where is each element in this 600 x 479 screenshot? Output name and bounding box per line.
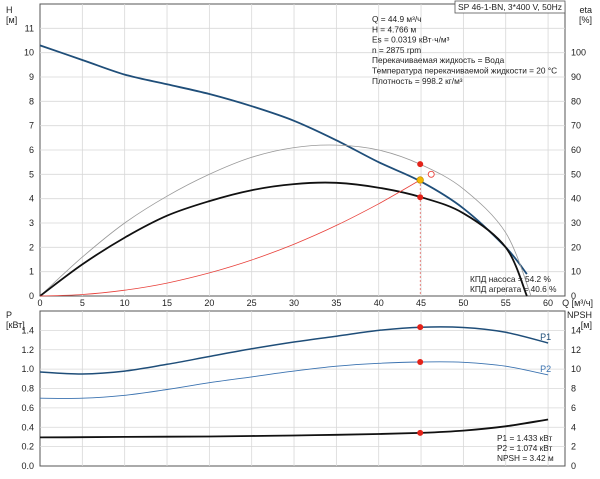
h-axis-label: H (6, 5, 13, 15)
info-line: n = 2875 rpm (372, 45, 421, 55)
y-left-tick-label: 10 (24, 48, 34, 58)
series-line-system-curve (39, 179, 421, 297)
y-right-tick-label: 80 (571, 96, 581, 106)
operating-point-marker (417, 161, 424, 168)
series-name-label: P2 (540, 364, 551, 374)
p-tick-label: 0.8 (21, 384, 34, 394)
y-right-tick-label: 60 (571, 145, 581, 155)
npsh-tick-label: 14 (571, 325, 581, 335)
npsh-tick-label: 10 (571, 364, 581, 374)
x-tick-label: 5 (80, 298, 85, 308)
bottom-info-line: NPSH = 3.42 м (497, 453, 554, 463)
series-line-head (39, 44, 528, 275)
title-box (454, 0, 566, 14)
y-left-tick-label: 3 (29, 218, 34, 228)
x-tick-label: 35 (331, 298, 341, 308)
npsh-tick-label: 0 (571, 461, 576, 471)
series-line-P1 (39, 326, 549, 375)
series-line-npsh (39, 418, 549, 439)
info-line: H = 4.766 м (372, 24, 417, 34)
npsh-tick-label: 2 (571, 442, 576, 452)
series-line-P2 (39, 361, 549, 399)
p-tick-label: 0.2 (21, 442, 34, 452)
y-right-tick-label: 100 (571, 48, 586, 58)
npsh-axis-label: [м] (581, 320, 592, 330)
npsh-tick-label: 12 (571, 345, 581, 355)
y-right-tick-label: 70 (571, 121, 581, 131)
y-left-tick-label: 5 (29, 169, 34, 179)
y-left-tick-label: 6 (29, 145, 34, 155)
p-tick-label: 0.6 (21, 403, 34, 413)
p-tick-label: 1.2 (21, 345, 34, 355)
y-left-tick-label: 7 (29, 121, 34, 131)
y-right-tick-label: 20 (571, 242, 581, 252)
x-tick-label: 40 (374, 298, 384, 308)
operating-point-marker (417, 429, 424, 436)
y-right-tick-label: 10 (571, 267, 581, 277)
y-right-tick-label: 40 (571, 194, 581, 204)
chart-title: SP 46-1-BN, 3*400 V, 50Hz (458, 2, 562, 12)
h-axis-label: [м] (6, 15, 17, 25)
info-line: Перекачиваемая жидкость = Вода (372, 55, 505, 65)
x-tick-label: 0 (37, 298, 42, 308)
p-tick-label: 1.4 (21, 325, 34, 335)
duty-point-marker (416, 176, 424, 184)
y-left-tick-label: 11 (25, 23, 34, 33)
y-left-tick-label: 0 (29, 291, 34, 301)
x-tick-label: 45 (416, 298, 426, 308)
info-line: Es = 0.0319 кВт·ч/м³ (372, 35, 450, 45)
x-tick-label: 30 (289, 298, 299, 308)
p-axis-label: P (6, 310, 12, 320)
info-line: Плотность = 998.2 кг/м³ (372, 76, 463, 86)
y-right-tick-label: 50 (571, 169, 581, 179)
info-line: Температура перекачиваемой жидкости = 20… (372, 66, 557, 76)
npsh-axis-label: NPSH (567, 310, 592, 320)
x-tick-label: 50 (458, 298, 468, 308)
p-tick-label: 0.4 (21, 422, 34, 432)
bottom-info-line: P1 = 1.433 кВт (497, 433, 553, 443)
efficiency-line: КПД агрегата = 40.6 % (470, 284, 557, 294)
x-tick-label: 25 (247, 298, 257, 308)
efficiency-line: КПД насоса = 54.2 % (470, 274, 551, 284)
y-left-tick-label: 9 (29, 72, 34, 82)
eta-axis-label: [%] (579, 15, 592, 25)
npsh-tick-label: 8 (571, 384, 576, 394)
y-right-tick-label: 90 (571, 72, 581, 82)
bottom-info-line: P2 = 1.074 кВт (497, 443, 553, 453)
p-axis-label: [кВт] (6, 320, 25, 330)
x-tick-label: 55 (501, 298, 511, 308)
operating-point-marker (417, 358, 424, 365)
y-left-tick-label: 2 (29, 242, 34, 252)
y-left-tick-label: 4 (29, 194, 34, 204)
npsh-tick-label: 4 (571, 422, 576, 432)
series-line-unit-efficiency (39, 181, 528, 297)
series-name-label: P1 (540, 332, 551, 342)
p-tick-label: 0.0 (21, 461, 34, 471)
x-tick-label: 15 (162, 298, 172, 308)
x-tick-label: 60 (543, 298, 553, 308)
series-line-pump-efficiency (39, 144, 532, 297)
eta-axis-label: eta (579, 5, 592, 15)
x-tick-label: 10 (120, 298, 130, 308)
y-left-tick-label: 1 (29, 267, 34, 277)
efficiency-ring-marker (427, 170, 435, 178)
x-tick-label: 20 (204, 298, 214, 308)
y-left-tick-label: 8 (29, 96, 34, 106)
info-line: Q = 44.9 м³/ч (372, 14, 421, 24)
npsh-tick-label: 6 (571, 403, 576, 413)
p-tick-label: 1.0 (21, 364, 34, 374)
q-axis-label: Q [м³/ч] (562, 298, 593, 308)
y-right-tick-label: 0 (571, 291, 576, 301)
y-right-tick-label: 30 (571, 218, 581, 228)
operating-point-marker (417, 324, 424, 331)
operating-point-marker (417, 194, 424, 201)
